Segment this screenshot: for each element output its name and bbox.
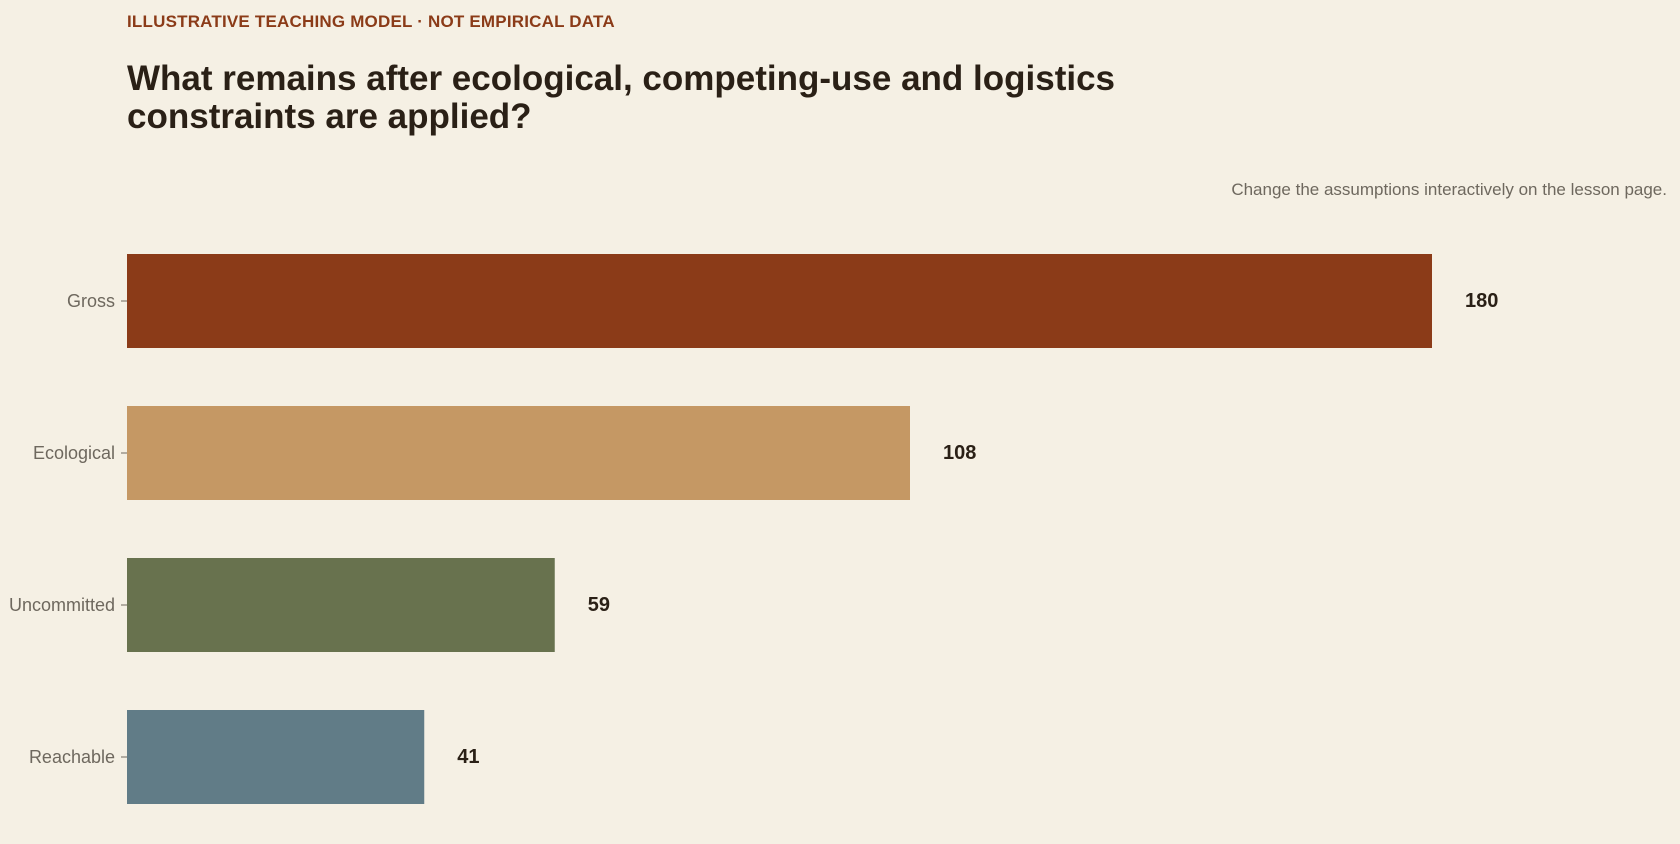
bar-ecological	[127, 406, 910, 500]
y-tick-label-ecological: Ecological	[33, 443, 115, 463]
data-label-gross: 180	[1465, 290, 1498, 312]
data-label-ecological: 108	[943, 442, 976, 464]
interactive-note: Change the assumptions interactively on …	[1231, 180, 1667, 199]
eyebrow-label: ILLUSTRATIVE TEACHING MODEL · NOT EMPIRI…	[127, 12, 615, 31]
chart-title: What remains after ecological, competing…	[127, 59, 1115, 136]
bar-uncommitted	[127, 558, 555, 652]
y-tick-label-gross: Gross	[67, 291, 115, 311]
bar-reachable	[127, 710, 425, 804]
data-label-reachable: 41	[457, 746, 479, 768]
y-tick-label-reachable: Reachable	[29, 747, 115, 767]
bar-gross	[127, 254, 1432, 348]
y-tick-label-uncommitted: Uncommitted	[9, 595, 115, 615]
data-label-uncommitted: 59	[588, 594, 610, 616]
